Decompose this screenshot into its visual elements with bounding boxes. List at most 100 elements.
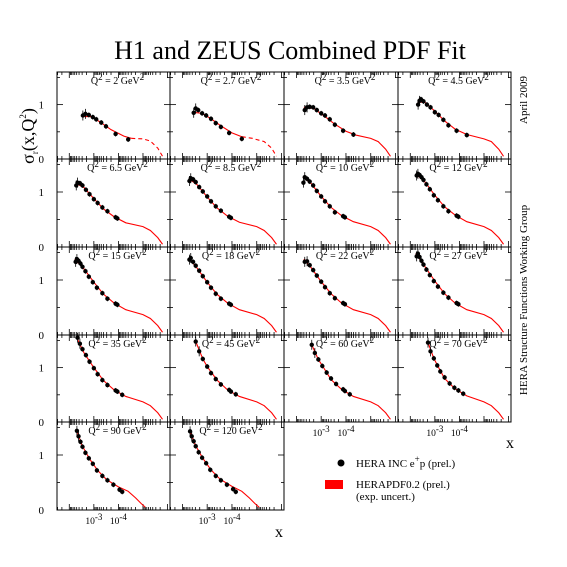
panel-q2-label: Q2 = 27 GeV2 — [429, 247, 487, 262]
y-axis-label-sigma: σ — [18, 154, 38, 164]
data-point — [424, 182, 429, 187]
y-axis-label: σr(x,Q2) — [18, 108, 40, 164]
panel-q2-label: Q2 = 12 GeV2 — [429, 159, 487, 174]
y-tick-label: 1 — [39, 187, 45, 199]
panel: Q2 = 70 GeV2 — [397, 334, 512, 423]
data-point — [196, 450, 201, 455]
data-point — [307, 104, 312, 110]
fit-curve — [417, 101, 504, 157]
fit-curve — [188, 178, 277, 245]
fit-curve-dashed — [241, 136, 277, 157]
data-point — [310, 183, 316, 188]
data-point — [113, 131, 118, 137]
fit-curve — [195, 341, 277, 420]
x-axis-label-bottom: x — [275, 524, 283, 541]
data-point — [191, 110, 196, 115]
data-point — [425, 340, 431, 345]
data-point — [95, 371, 100, 377]
data-point — [103, 124, 109, 129]
data-point — [115, 216, 120, 221]
data-point — [435, 198, 441, 203]
data-point — [90, 114, 96, 120]
data-point — [432, 110, 438, 115]
data-point — [208, 467, 213, 473]
data-point — [120, 392, 125, 398]
data-point — [83, 450, 88, 455]
y-axis-label-open: (x,Q — [18, 119, 39, 152]
panel-q2-label: Q2 = 8.5 GeV2 — [201, 159, 262, 174]
data-point — [224, 482, 230, 487]
legend: HERA INC e+p (prel.) HERAPDF0.2 (prel.) … — [325, 454, 456, 503]
data-point — [312, 350, 318, 356]
panel: Q2 = 18 GeV2 — [169, 246, 285, 336]
data-point — [78, 439, 83, 444]
panel-q2-label: Q2 = 90 GeV2 — [88, 422, 146, 437]
data-point — [304, 176, 310, 181]
data-point — [95, 200, 100, 206]
data-point — [90, 461, 96, 466]
panel: Q2 = 10 GeV2 — [283, 158, 399, 248]
fit-curve — [74, 258, 163, 333]
data-point — [91, 196, 97, 202]
panel-q2-label: Q2 = 70 GeV2 — [429, 335, 487, 350]
data-point — [427, 272, 433, 278]
data-point — [87, 192, 92, 197]
data-point — [115, 302, 120, 307]
panel: Q2 = 2 GeV2 — [56, 71, 171, 160]
data-point — [83, 269, 88, 274]
panel: Q2 = 45 GeV2 — [169, 334, 285, 423]
data-point — [421, 99, 426, 104]
data-point — [203, 113, 209, 118]
x-tick-label: 10-3 — [199, 512, 216, 527]
panel: Q2 = 3.5 GeV2 — [283, 71, 399, 160]
x-tick-label: 10-4 — [451, 424, 468, 439]
data-point — [342, 302, 348, 307]
data-point — [208, 370, 214, 376]
data-point — [415, 251, 421, 256]
panel: Q2 = 12 GeV2 — [397, 158, 512, 248]
data-point — [431, 278, 437, 284]
legend-data-label-sup: + — [415, 454, 420, 464]
x-tick-label: 10-3 — [313, 424, 330, 439]
panel-q2-label: Q2 = 3.5 GeV2 — [315, 72, 376, 87]
legend-data-label-main: HERA INC e — [356, 458, 415, 470]
data-point — [83, 187, 89, 192]
panel: Q2 = 27 GeV2 — [397, 246, 512, 336]
data-point — [196, 107, 201, 113]
data-point — [431, 356, 437, 361]
fit-curve — [303, 258, 391, 333]
panel-q2-label: Q2 = 4.5 GeV2 — [428, 72, 489, 87]
data-point — [228, 389, 234, 394]
data-point — [74, 428, 80, 433]
data-point — [105, 478, 110, 483]
data-point — [196, 268, 202, 273]
data-point — [239, 136, 245, 142]
panel: Q2 = 90 GeV2 — [56, 421, 171, 511]
data-point — [428, 349, 433, 354]
legend-fit-label-line2: (exp. uncert.) — [356, 491, 415, 503]
data-point — [327, 291, 332, 296]
data-point — [213, 120, 218, 126]
legend-data-label: HERA INC e+p (prel.) — [356, 454, 456, 470]
y-tick-label: 0 — [39, 330, 45, 342]
data-point — [204, 364, 210, 369]
data-point — [421, 262, 426, 267]
data-point — [333, 381, 339, 387]
data-point — [218, 124, 224, 130]
data-point — [99, 120, 104, 125]
data-point — [309, 342, 314, 347]
data-point — [322, 113, 328, 118]
data-point — [328, 376, 334, 381]
data-point — [100, 205, 105, 210]
data-point — [208, 116, 214, 121]
fit-curve — [189, 431, 260, 508]
data-point — [456, 302, 461, 307]
x-tick-label: 10-4 — [223, 512, 240, 527]
data-point — [464, 132, 470, 138]
legend-data-marker — [337, 459, 345, 467]
data-point — [446, 123, 451, 128]
data-point — [322, 284, 328, 290]
data-point — [452, 385, 457, 390]
data-point — [83, 352, 89, 358]
fit-curve — [303, 106, 391, 157]
